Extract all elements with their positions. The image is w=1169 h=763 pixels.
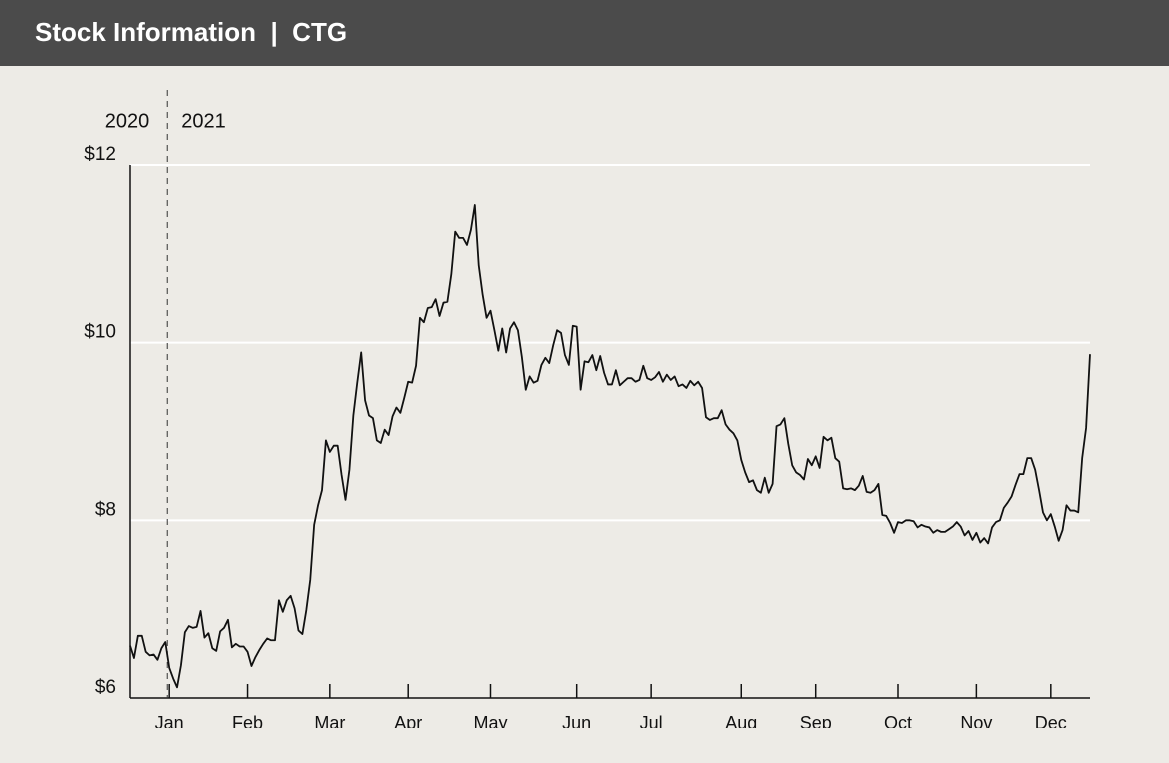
x-tick-label: Apr — [394, 713, 422, 733]
y-tick-label: $8 — [95, 499, 116, 520]
year-label: 2020 — [105, 110, 150, 132]
x-tick-label: May — [473, 713, 507, 733]
x-tick-label: Jun — [562, 713, 591, 733]
x-tick-label: Mar — [314, 713, 345, 733]
y-tick-label: $6 — [95, 677, 116, 698]
chart-area: $6 $8 $10 $12 Jan Feb Mar Apr May Jun Jul Aug Sep Oct… — [84, 90, 1091, 733]
x-tick-label: Feb — [232, 713, 263, 733]
y-tick-label: $10 — [84, 322, 116, 343]
x-tick-label: Jan — [155, 713, 184, 733]
year-label: 2021 — [181, 110, 226, 132]
x-tick-label: Dec — [1035, 713, 1067, 733]
x-tick-label: Oct — [884, 713, 912, 733]
x-tick-label: Jul — [640, 713, 663, 733]
header-title: Stock Information | CTG — [35, 17, 348, 47]
x-tick-label: Nov — [960, 713, 992, 733]
price-line — [129, 204, 1091, 689]
chart: $6 $8 $10 $12 Jan Feb Mar Apr May Jun Jul Aug Sep Oct… — [84, 90, 1091, 733]
header-bar: Stock Information | CTG — [0, 0, 1169, 66]
x-tick-label: Sep — [800, 713, 832, 733]
x-tick-label: Aug — [725, 713, 757, 733]
y-tick-label: $12 — [84, 144, 116, 165]
